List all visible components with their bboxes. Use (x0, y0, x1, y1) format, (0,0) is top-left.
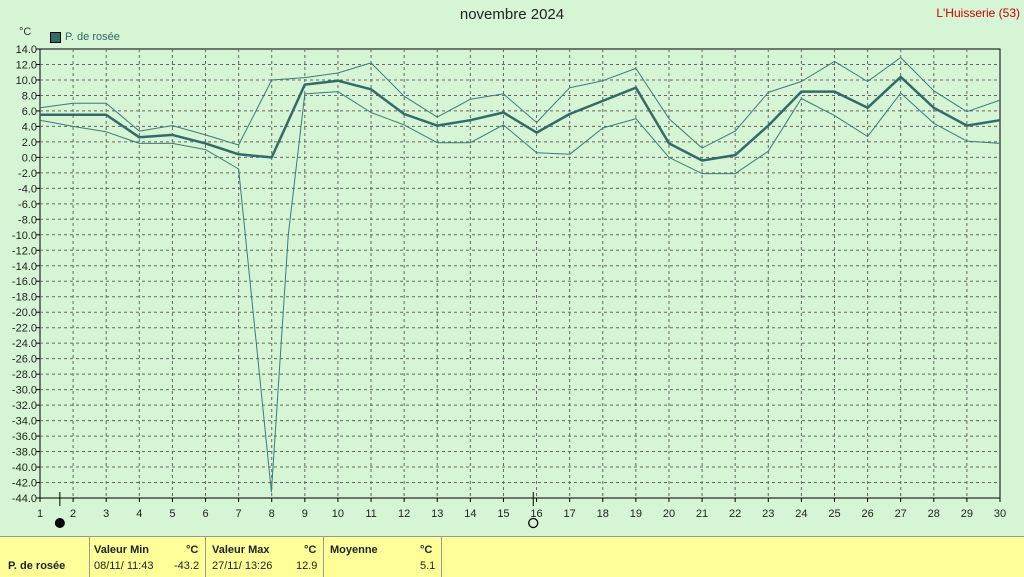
x-tick-label: 13 (431, 508, 443, 520)
full-moon-icon (528, 517, 539, 529)
y-tick-label: 6.0 (22, 106, 37, 118)
x-tick-label: 4 (136, 508, 142, 520)
max-unit: °C (304, 544, 317, 556)
y-tick-label: -16.0 (12, 276, 37, 288)
y-tick-label: -26.0 (12, 354, 37, 366)
y-tick-label: 8.0 (22, 90, 37, 102)
max-header: Valeur Max (212, 544, 270, 556)
station-name: L'Huisserie (53) (936, 6, 1020, 20)
footer-avg-cell: Moyenne °C 5.1 (324, 537, 442, 577)
legend-label: P. de rosée (65, 31, 120, 43)
y-tick-label: -14.0 (12, 261, 37, 273)
dew-point-chart: 14.0 12.0 10.0 8.0 6.0 4.0 2.0 0.0 -2.0 -4.0 -6.0 -… (12, 44, 1006, 529)
y-tick-label: 2.0 (22, 137, 37, 149)
x-tick-label: 26 (861, 508, 873, 520)
y-tick-label: -24.0 (12, 338, 37, 350)
y-tick-label: -30.0 (12, 385, 37, 397)
x-tick-label: 29 (961, 508, 973, 520)
x-tick-label: 28 (928, 508, 940, 520)
stats-footer: P. de rosée Valeur Min °C 08/11/ 11:43 -… (0, 536, 1024, 577)
y-tick-label: -20.0 (12, 307, 37, 319)
x-tick-label: 27 (895, 508, 907, 520)
x-tick-label: 11 (365, 508, 376, 520)
y-tick-label: -12.0 (12, 245, 37, 257)
footer-row-label: P. de rosée (8, 560, 66, 572)
min-unit: °C (186, 544, 199, 556)
y-tick-label: -18.0 (12, 292, 37, 304)
x-tick-label: 15 (497, 508, 509, 520)
moon-markers (54, 492, 539, 529)
y-tick-label: -22.0 (12, 323, 37, 335)
y-tick-label: -44.0 (12, 493, 37, 505)
grid-lines (40, 49, 1000, 498)
footer-max-cell: Valeur Max °C 27/11/ 13:26 12.9 (206, 537, 324, 577)
x-tick-label: 3 (103, 508, 109, 520)
x-tick-label: 10 (332, 508, 344, 520)
x-tick-label: 21 (696, 508, 708, 520)
min-header: Valeur Min (94, 544, 150, 556)
x-tick-label: 6 (202, 508, 208, 520)
max-date: 27/11/ 13:26 (212, 560, 273, 572)
y-tick-label: 0.0 (22, 152, 37, 164)
chart-title: novembre 2024 (459, 6, 565, 23)
y-tick-label: 4.0 (22, 121, 37, 133)
y-tick-label: -42.0 (12, 478, 37, 490)
x-tick-label: 16 (530, 508, 542, 520)
y-axis-unit: °C (19, 26, 32, 38)
min-value: -43.2 (174, 560, 200, 572)
footer-min-cell: Valeur Min °C 08/11/ 11:43 -43.2 (90, 537, 206, 577)
y-tick-label: -40.0 (12, 462, 37, 474)
series-line-min (39, 91, 1001, 493)
y-tick-label: 12.0 (16, 59, 37, 71)
x-tick-label: 2 (70, 508, 76, 520)
x-tick-label: 5 (169, 508, 175, 520)
footer-row-label-cell: P. de rosée (0, 537, 90, 577)
y-tick-label: 10.0 (16, 75, 37, 87)
y-tick-label: -8.0 (18, 214, 37, 226)
x-tick-label: 18 (597, 508, 609, 520)
min-date: 08/11/ 11:43 (94, 560, 154, 572)
x-tick-label: 24 (795, 508, 807, 520)
series-line-max (39, 57, 1001, 149)
x-tick-label: 20 (663, 508, 675, 520)
y-tick-label: 14.0 (16, 44, 37, 56)
x-tick-label: 7 (236, 508, 242, 520)
series-lines (39, 57, 1001, 493)
x-tick-label: 22 (729, 508, 741, 520)
avg-value: 5.1 (420, 560, 436, 572)
avg-header: Moyenne (330, 544, 378, 556)
y-axis-ticks: 14.0 12.0 10.0 8.0 6.0 4.0 2.0 0.0 -2.0 -4.0 -6.0 -… (12, 44, 40, 505)
x-tick-label: 17 (564, 508, 576, 520)
x-tick-label: 8 (269, 508, 275, 520)
y-tick-label: -34.0 (12, 416, 37, 428)
y-tick-label: -6.0 (18, 199, 37, 211)
series-line-mean (40, 75, 1001, 162)
x-tick-label: 25 (828, 508, 840, 520)
x-axis-ticks: 1 2 3 4 5 6 7 8 9 10 11 12 13 14 15 16 17 18 19 20 21 22 23 24 2… (37, 498, 1006, 520)
legend-swatch (50, 31, 61, 43)
x-tick-label: 23 (762, 508, 774, 520)
max-value: 12.9 (296, 560, 318, 572)
x-tick-label: 19 (630, 508, 642, 520)
x-tick-label: 1 (37, 508, 43, 520)
x-tick-label: 9 (302, 508, 308, 520)
y-tick-label: -4.0 (18, 183, 37, 195)
avg-unit: °C (420, 544, 433, 556)
new-moon-icon (54, 518, 65, 528)
x-tick-label: 12 (398, 508, 410, 520)
y-tick-label: -38.0 (12, 447, 37, 459)
x-tick-label: 14 (464, 508, 476, 520)
plot-area (39, 48, 1001, 499)
y-tick-label: -36.0 (12, 431, 37, 443)
y-tick-label: -2.0 (18, 168, 37, 180)
x-tick-label: 30 (994, 508, 1006, 520)
y-tick-label: -28.0 (12, 369, 37, 381)
y-tick-label: -32.0 (12, 400, 37, 412)
legend: P. de rosée (50, 31, 120, 43)
y-tick-label: -10.0 (12, 230, 37, 242)
